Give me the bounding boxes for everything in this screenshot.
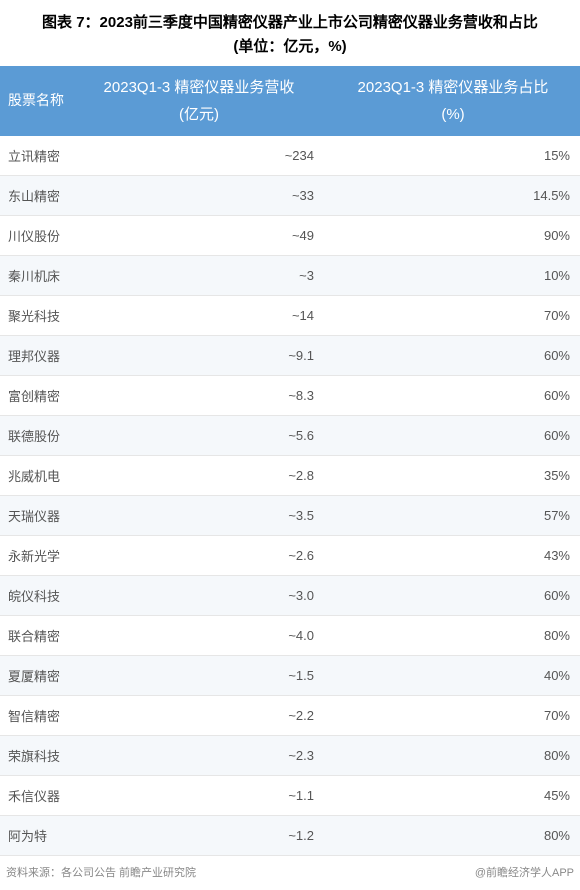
cell-percent: 90% — [326, 216, 580, 256]
cell-revenue: ~3.0 — [72, 576, 326, 616]
cell-percent: 80% — [326, 616, 580, 656]
cell-percent: 43% — [326, 536, 580, 576]
cell-revenue: ~2.3 — [72, 736, 326, 776]
cell-name: 皖仪科技 — [0, 576, 72, 616]
cell-name: 联德股份 — [0, 416, 72, 456]
col-header-name: 股票名称 — [0, 66, 72, 136]
cell-revenue: ~2.2 — [72, 696, 326, 736]
table-row: 天瑞仪器~3.557% — [0, 496, 580, 536]
table-row: 联德股份~5.660% — [0, 416, 580, 456]
cell-name: 聚光科技 — [0, 296, 72, 336]
table-row: 智信精密~2.270% — [0, 696, 580, 736]
table-row: 夏厦精密~1.540% — [0, 656, 580, 696]
table-row: 兆威机电~2.835% — [0, 456, 580, 496]
table-row: 荣旗科技~2.380% — [0, 736, 580, 776]
col-header-revenue: 2023Q1-3 精密仪器业务营收 (亿元) — [72, 66, 326, 136]
figure-title-line2: (单位：亿元，%) — [0, 35, 580, 66]
cell-revenue: ~8.3 — [72, 376, 326, 416]
table-row: 东山精密~3314.5% — [0, 176, 580, 216]
cell-percent: 70% — [326, 296, 580, 336]
cell-revenue: ~4.0 — [72, 616, 326, 656]
table-row: 禾信仪器~1.145% — [0, 776, 580, 816]
header-row: 股票名称 2023Q1-3 精密仪器业务营收 (亿元) 2023Q1-3 精密仪… — [0, 66, 580, 136]
cell-revenue: ~2.8 — [72, 456, 326, 496]
cell-name: 天瑞仪器 — [0, 496, 72, 536]
table-row: 皖仪科技~3.060% — [0, 576, 580, 616]
cell-name: 荣旗科技 — [0, 736, 72, 776]
figure-footer: 资料来源：各公司公告 前瞻产业研究院 @前瞻经济学人APP — [0, 856, 580, 890]
cell-name: 智信精密 — [0, 696, 72, 736]
cell-percent: 40% — [326, 656, 580, 696]
cell-percent: 60% — [326, 416, 580, 456]
cell-revenue: ~2.6 — [72, 536, 326, 576]
cell-revenue: ~33 — [72, 176, 326, 216]
cell-revenue: ~234 — [72, 136, 326, 176]
cell-revenue: ~9.1 — [72, 336, 326, 376]
col-header-percent: 2023Q1-3 精密仪器业务占比 (%) — [326, 66, 580, 136]
cell-revenue: ~49 — [72, 216, 326, 256]
cell-percent: 15% — [326, 136, 580, 176]
cell-revenue: ~3 — [72, 256, 326, 296]
table-row: 川仪股份~4990% — [0, 216, 580, 256]
cell-percent: 57% — [326, 496, 580, 536]
table-row: 立讯精密~23415% — [0, 136, 580, 176]
cell-name: 禾信仪器 — [0, 776, 72, 816]
cell-percent: 80% — [326, 816, 580, 856]
col-header-revenue-l1: 2023Q1-3 精密仪器业务营收 — [78, 74, 320, 101]
table-row: 秦川机床~310% — [0, 256, 580, 296]
cell-percent: 60% — [326, 576, 580, 616]
source-text: 资料来源：各公司公告 前瞻产业研究院 — [6, 864, 196, 880]
cell-revenue: ~1.5 — [72, 656, 326, 696]
data-table: 股票名称 2023Q1-3 精密仪器业务营收 (亿元) 2023Q1-3 精密仪… — [0, 66, 580, 856]
col-header-percent-l1: 2023Q1-3 精密仪器业务占比 — [332, 74, 574, 101]
table-row: 富创精密~8.360% — [0, 376, 580, 416]
cell-percent: 45% — [326, 776, 580, 816]
cell-percent: 14.5% — [326, 176, 580, 216]
table-row: 联合精密~4.080% — [0, 616, 580, 656]
cell-name: 立讯精密 — [0, 136, 72, 176]
figure-container: 图表 7：2023前三季度中国精密仪器产业上市公司精密仪器业务营收和占比 (单位… — [0, 0, 580, 890]
cell-name: 夏厦精密 — [0, 656, 72, 696]
cell-percent: 70% — [326, 696, 580, 736]
table-row: 永新光学~2.643% — [0, 536, 580, 576]
cell-revenue: ~3.5 — [72, 496, 326, 536]
cell-revenue: ~14 — [72, 296, 326, 336]
cell-name: 理邦仪器 — [0, 336, 72, 376]
cell-name: 兆威机电 — [0, 456, 72, 496]
cell-name: 阿为特 — [0, 816, 72, 856]
col-header-percent-l2: (%) — [332, 101, 574, 128]
figure-title-line1: 图表 7：2023前三季度中国精密仪器产业上市公司精密仪器业务营收和占比 — [0, 0, 580, 35]
cell-percent: 10% — [326, 256, 580, 296]
table-row: 阿为特~1.280% — [0, 816, 580, 856]
cell-revenue: ~5.6 — [72, 416, 326, 456]
cell-name: 川仪股份 — [0, 216, 72, 256]
cell-name: 富创精密 — [0, 376, 72, 416]
cell-revenue: ~1.1 — [72, 776, 326, 816]
cell-percent: 60% — [326, 376, 580, 416]
cell-percent: 60% — [326, 336, 580, 376]
attribution-text: @前瞻经济学人APP — [475, 864, 574, 880]
cell-name: 联合精密 — [0, 616, 72, 656]
cell-name: 东山精密 — [0, 176, 72, 216]
table-body: 立讯精密~23415%东山精密~3314.5%川仪股份~4990%秦川机床~31… — [0, 136, 580, 856]
cell-name: 秦川机床 — [0, 256, 72, 296]
col-header-revenue-l2: (亿元) — [78, 101, 320, 128]
cell-percent: 80% — [326, 736, 580, 776]
cell-percent: 35% — [326, 456, 580, 496]
table-row: 聚光科技~1470% — [0, 296, 580, 336]
cell-name: 永新光学 — [0, 536, 72, 576]
cell-revenue: ~1.2 — [72, 816, 326, 856]
table-row: 理邦仪器~9.160% — [0, 336, 580, 376]
